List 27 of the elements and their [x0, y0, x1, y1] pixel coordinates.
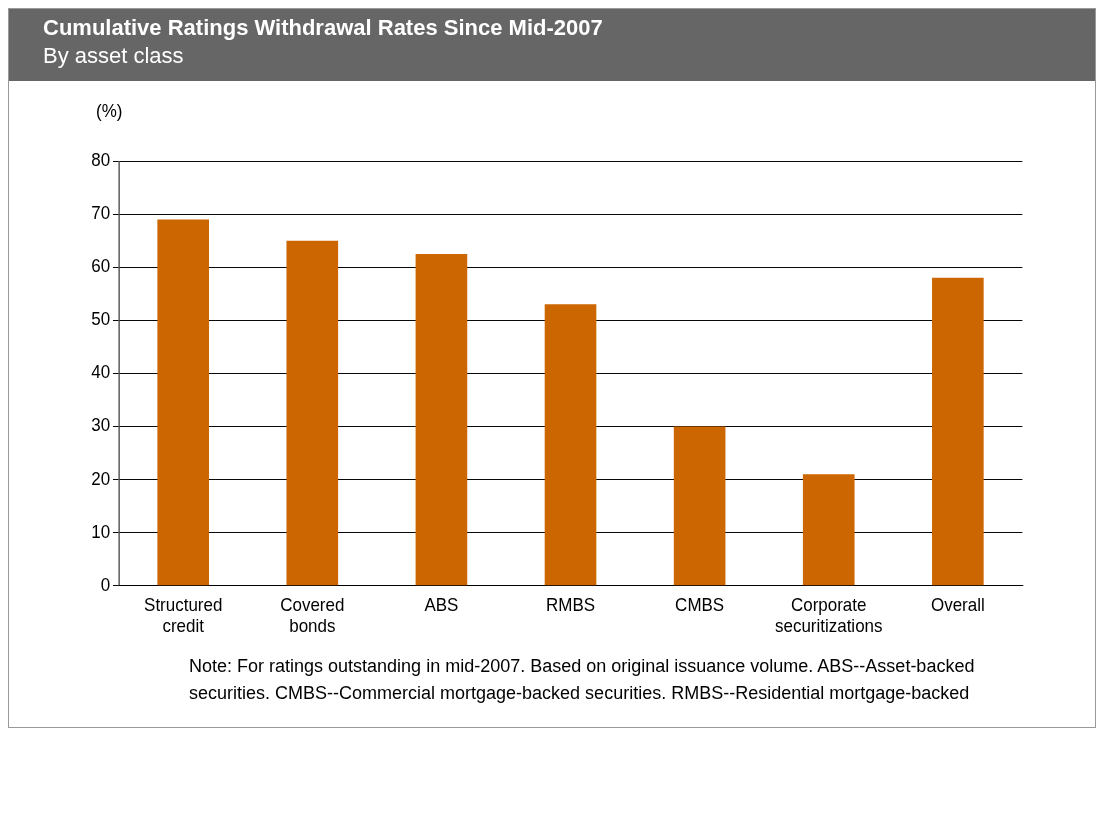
y-tick-label: 80 — [91, 149, 111, 171]
y-tick-label: 0 — [100, 574, 111, 595]
y-tick-label: 20 — [91, 468, 111, 489]
x-tick-label: Structured credit — [144, 594, 223, 637]
x-tick-label: ABS — [424, 594, 459, 615]
y-tick-label: 50 — [91, 308, 111, 330]
x-tick-label: RMBS — [546, 594, 596, 615]
bar — [157, 219, 210, 586]
bar — [544, 304, 597, 586]
bar — [802, 474, 855, 586]
y-tick-label: 10 — [91, 521, 111, 542]
x-tick-label: CMBS — [675, 594, 725, 615]
x-tick-label: Corporate securitizations — [774, 594, 883, 637]
bar — [932, 277, 984, 586]
y-tick-label: 60 — [91, 255, 111, 277]
y-tick-label: 30 — [91, 415, 111, 436]
bar — [415, 253, 468, 586]
y-tick-label: 40 — [91, 361, 111, 383]
chart-title: Cumulative Ratings Withdrawal Rates Since Mid-2007 — [43, 15, 604, 41]
x-tick-label: Covered bonds — [280, 594, 345, 637]
y-tick-label: 70 — [91, 202, 111, 224]
bar — [286, 240, 339, 586]
text: Note: For ratings outstanding in mid-2007. Based on original issuance volume. ABS--Asset-backed securities. CMBS--Commercial mortgage-backed securities. RMBS--Residential mortgage-backed — [189, 655, 976, 705]
y-axis-title: (%) — [95, 100, 123, 122]
chart-subtitle: By asset class — [43, 43, 185, 69]
bar — [673, 426, 726, 586]
x-tick-label: Overall — [930, 594, 985, 615]
